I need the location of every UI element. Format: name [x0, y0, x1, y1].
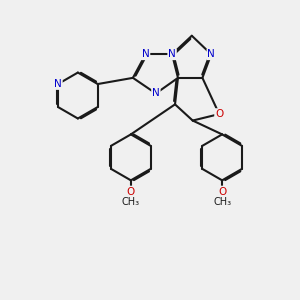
- Text: N: N: [207, 49, 215, 59]
- Text: O: O: [127, 187, 135, 196]
- Text: CH₃: CH₃: [213, 196, 231, 206]
- Text: O: O: [215, 109, 223, 119]
- Text: CH₃: CH₃: [122, 196, 140, 206]
- Text: N: N: [142, 49, 149, 59]
- Text: N: N: [168, 49, 176, 59]
- Text: O: O: [218, 187, 226, 196]
- Text: N: N: [54, 79, 62, 89]
- Text: N: N: [152, 88, 160, 98]
